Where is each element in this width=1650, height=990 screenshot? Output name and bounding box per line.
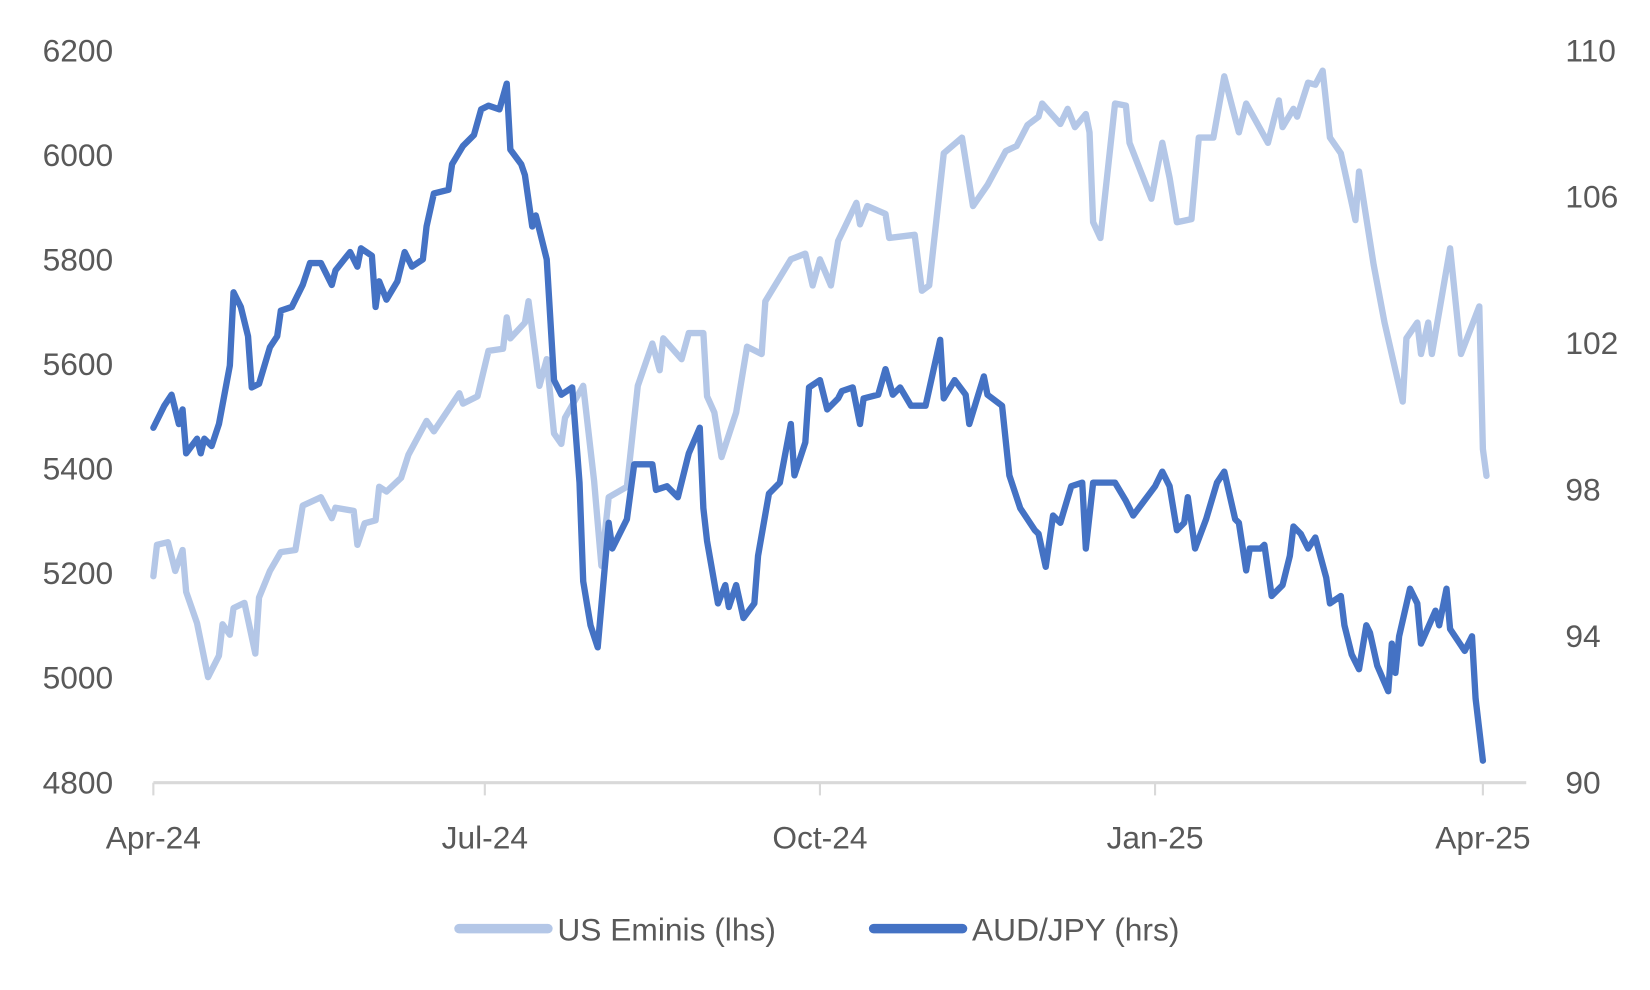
left-tick-label: 5600 xyxy=(43,346,114,382)
x-tick-label: Jul-24 xyxy=(442,819,528,855)
series-line-audjpy xyxy=(150,80,1487,764)
left-tick-label: 6200 xyxy=(43,32,114,68)
legend: US Eminis (lhs) AUD/JPY (hrs) xyxy=(454,911,1179,947)
left-tick-label: 5800 xyxy=(43,241,114,277)
left-tick-label: 5200 xyxy=(43,555,114,591)
x-tick-label: Jan-25 xyxy=(1107,819,1204,855)
series-line-us-eminis xyxy=(150,67,1490,681)
right-tick-label: 94 xyxy=(1565,618,1600,654)
legend-label-us-eminis: US Eminis (lhs) xyxy=(557,911,776,947)
x-axis-ticks: Apr-24 Jul-24 Oct-24 Jan-25 Apr-25 xyxy=(106,782,1530,855)
right-tick-label: 106 xyxy=(1565,179,1618,215)
right-tick-label: 110 xyxy=(1565,32,1616,68)
right-tick-label: 102 xyxy=(1565,325,1618,361)
legend-label-audjpy: AUD/JPY (hrs) xyxy=(972,911,1179,947)
left-tick-label: 4800 xyxy=(43,764,114,800)
x-tick-label: Apr-25 xyxy=(1435,819,1530,855)
x-tick-label: Apr-24 xyxy=(106,819,201,855)
left-tick-label: 5400 xyxy=(43,451,114,487)
right-axis-ticks: 90 94 98 102 106 110 xyxy=(1565,32,1618,800)
left-tick-label: 6000 xyxy=(43,137,114,173)
left-tick-label: 5000 xyxy=(43,660,114,696)
right-tick-label: 90 xyxy=(1565,764,1600,800)
x-tick-label: Oct-24 xyxy=(772,819,867,855)
plot-area xyxy=(150,67,1490,764)
left-axis-ticks: 4800 5000 5200 5400 5600 5800 6000 6200 xyxy=(43,32,114,800)
right-tick-label: 98 xyxy=(1565,472,1600,508)
